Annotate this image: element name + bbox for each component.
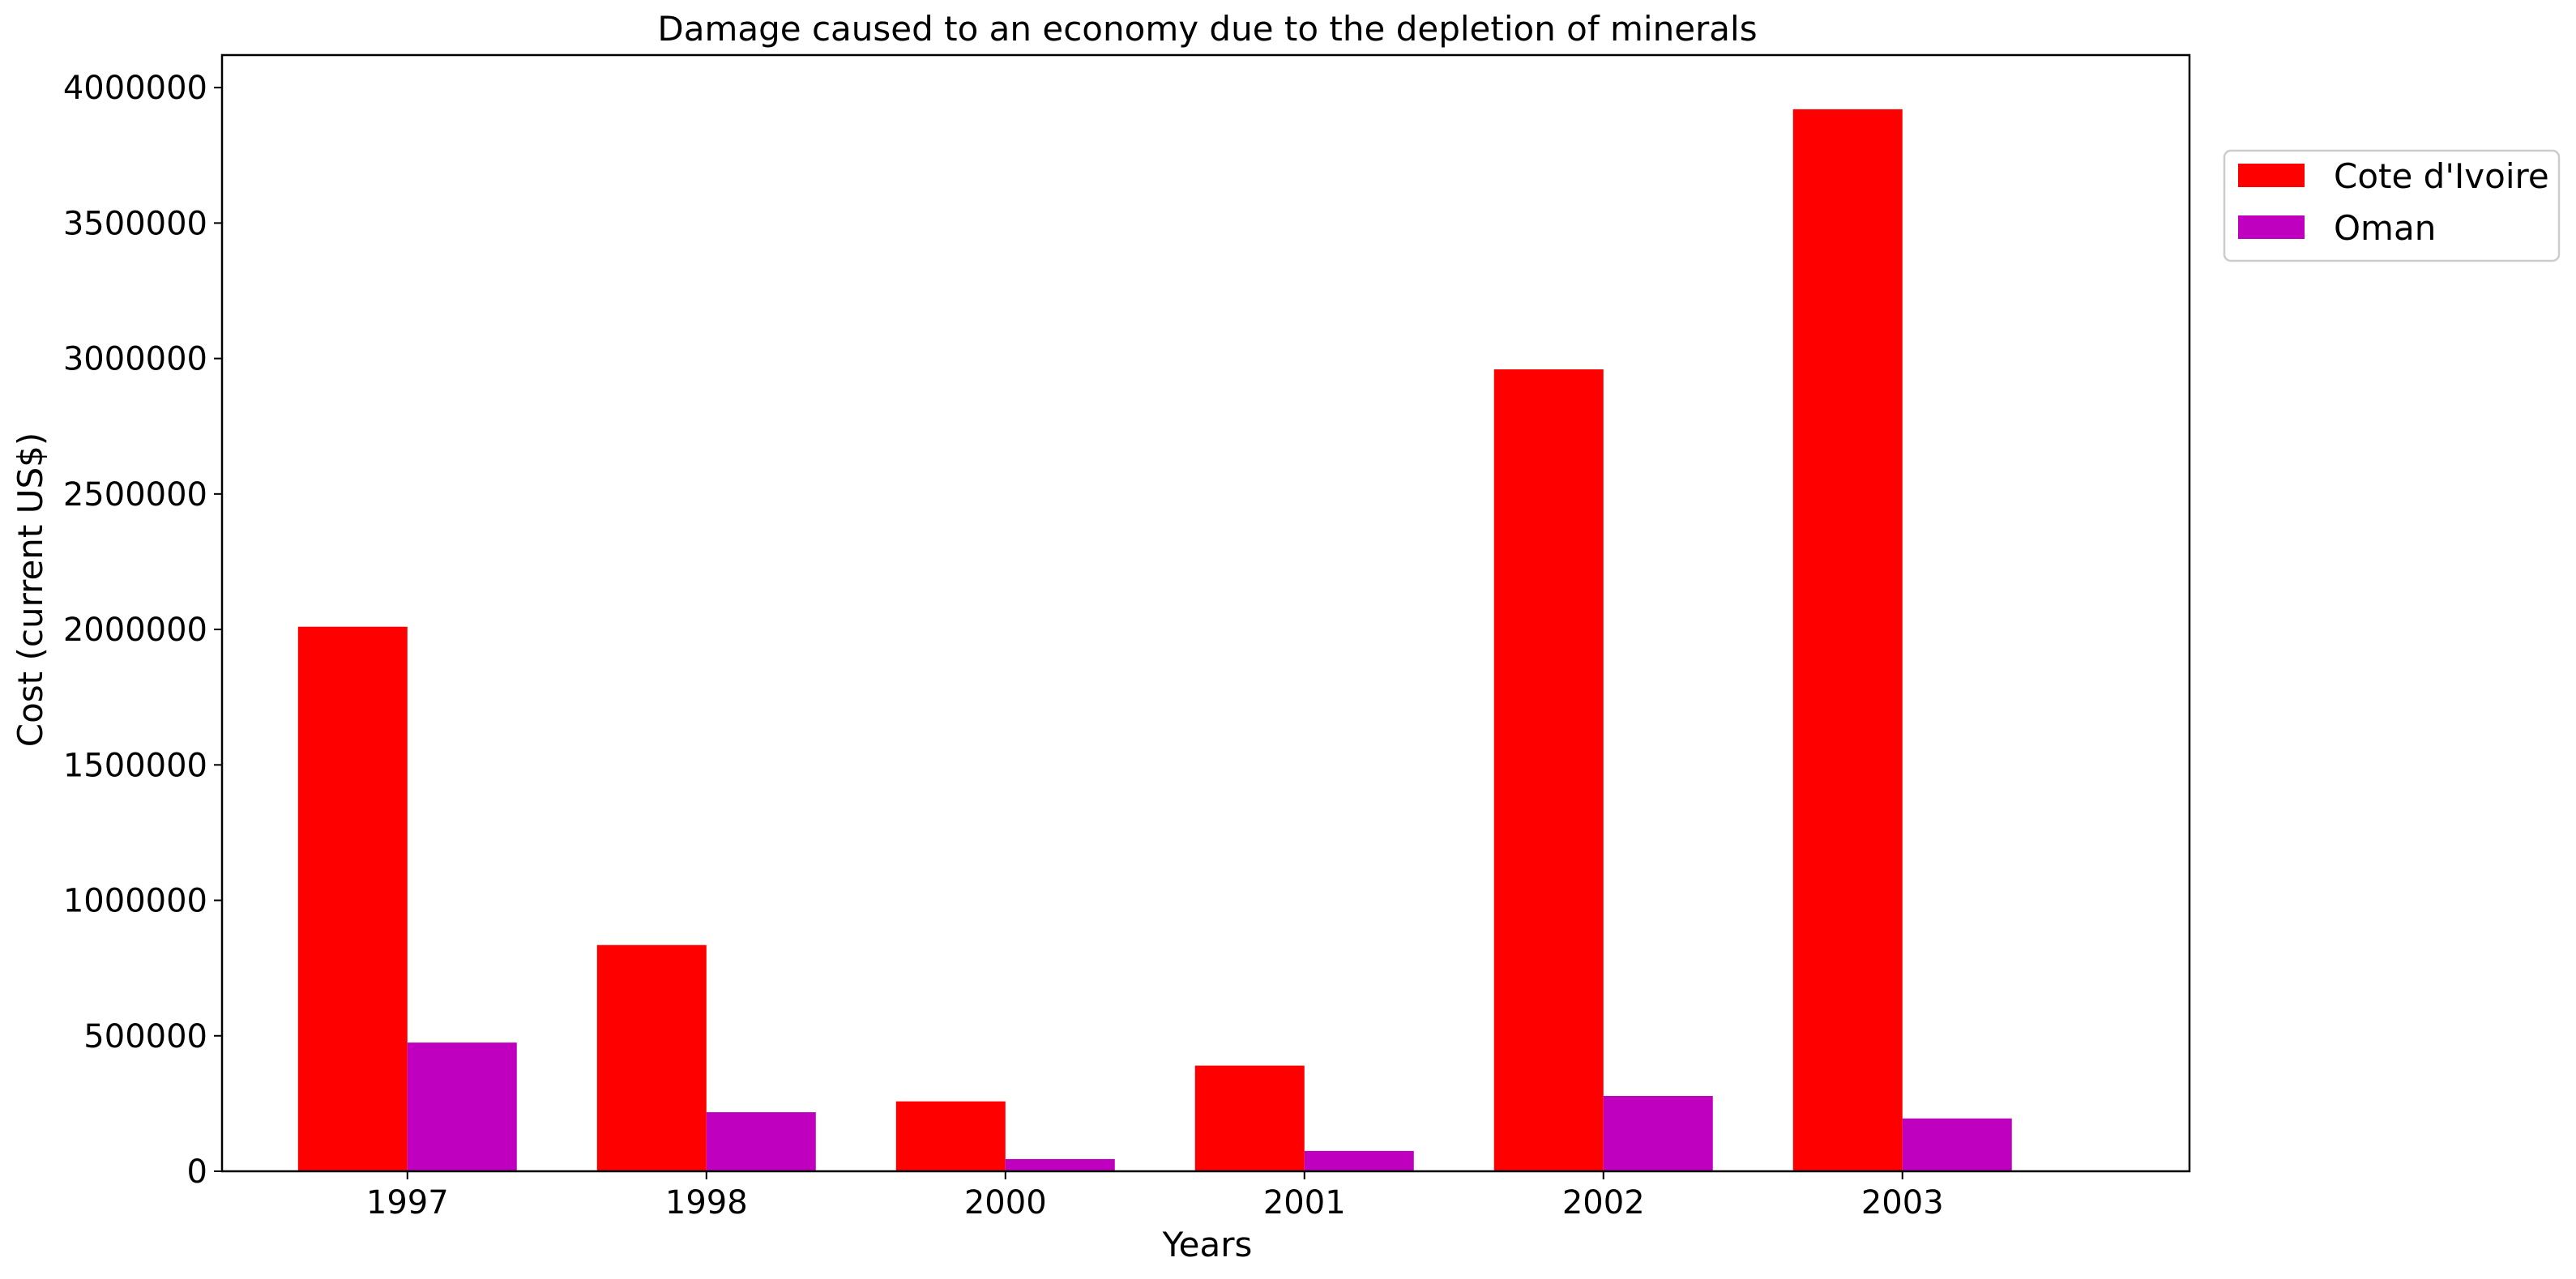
- bar-oman-2001: [1304, 1150, 1414, 1171]
- bar-cote-d-ivoire-2001: [1194, 1065, 1305, 1171]
- y-tick-label-1000000: 1000000: [63, 883, 207, 920]
- x-axis-title: Years: [1162, 1225, 1253, 1264]
- legend-swatch-cote-divoire: [2238, 164, 2305, 187]
- y-tick-label-500000: 500000: [83, 1018, 207, 1055]
- axes-layer: 1997 1998 2000 2001 2002 2003 0 500000 1000000 15…: [63, 53, 2191, 1221]
- legend-label-oman: Oman: [2334, 208, 2436, 248]
- x-tick-label-1997: 1997: [366, 1184, 449, 1221]
- x-tick-label-2003: 2003: [1861, 1184, 1944, 1221]
- bar-cote-d-ivoire-2002: [1493, 369, 1604, 1171]
- plot-frame: [220, 53, 2191, 1173]
- bar-oman-2003: [1902, 1118, 2012, 1171]
- legend-label-cote-divoire: Cote d'Ivoire: [2334, 156, 2549, 196]
- y-tick-label-4000000: 4000000: [63, 70, 207, 107]
- legend-swatch-oman: [2238, 215, 2305, 239]
- legend-frame: [2223, 149, 2561, 262]
- bar-cote-d-ivoire-1997: [297, 626, 408, 1171]
- x-tick-label-2000: 2000: [964, 1184, 1047, 1221]
- bar-oman-2002: [1603, 1096, 1713, 1171]
- y-tick-label-0: 0: [187, 1153, 207, 1191]
- y-tick-label-3500000: 3500000: [63, 205, 207, 242]
- x-tick-label-2001: 2001: [1263, 1184, 1346, 1221]
- y-tick-label-1500000: 1500000: [63, 747, 207, 784]
- bar-cote-d-ivoire-1998: [596, 944, 707, 1171]
- chart-title: Damage caused to an economy due to the d…: [657, 9, 1757, 49]
- bar-oman-2000: [1005, 1158, 1115, 1171]
- bars-layer: [297, 109, 2012, 1172]
- bar-cote-d-ivoire-2000: [895, 1101, 1006, 1171]
- y-axis-title: Cost (current US$): [11, 433, 50, 747]
- x-tick-label-1998: 1998: [665, 1184, 748, 1221]
- bar-oman-1998: [706, 1112, 816, 1171]
- y-tick-label-2000000: 2000000: [63, 612, 207, 649]
- bar-cote-d-ivoire-2003: [1792, 109, 1903, 1172]
- bar-oman-1997: [407, 1042, 517, 1171]
- y-tick-label-3000000: 3000000: [63, 341, 207, 378]
- y-tick-label-2500000: 2500000: [63, 476, 207, 514]
- x-tick-label-2002: 2002: [1562, 1184, 1645, 1221]
- legend: Cote d'Ivoire Oman: [2223, 149, 2561, 262]
